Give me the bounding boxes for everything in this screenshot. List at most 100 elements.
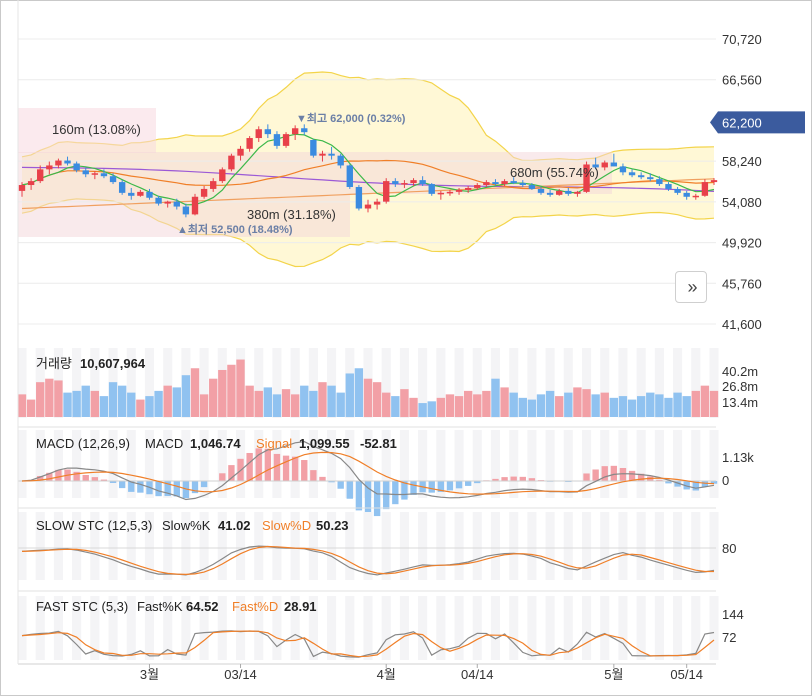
- candle-body: [219, 169, 226, 182]
- volume-bar: [646, 392, 655, 417]
- macd-osc-bar: [164, 481, 171, 497]
- ma120-line: [21, 178, 715, 210]
- panel-stripe: [545, 430, 555, 498]
- candle-body: [619, 166, 627, 173]
- panel-stripe: [581, 430, 592, 498]
- panel-stripe: [345, 596, 355, 660]
- period-box-160m: [18, 108, 156, 153]
- panel-stripe: [108, 430, 118, 498]
- volume-bar: [17, 394, 27, 417]
- volume-bar: [409, 397, 418, 417]
- panel-stripe: [545, 596, 555, 660]
- macd-osc-bar: [628, 470, 636, 481]
- panel-stripe: [545, 512, 555, 580]
- macd-osc-bar: [510, 476, 517, 481]
- panel-stripe: [181, 512, 191, 580]
- panel-stripe: [217, 596, 227, 660]
- fast-k-value: 64.52: [186, 599, 219, 614]
- macd-osc-bar: [228, 465, 235, 481]
- macd-osc-bar: [301, 460, 308, 481]
- panel-stripe: [144, 348, 155, 418]
- panel-stripe: [472, 596, 482, 660]
- candle-body: [255, 129, 262, 139]
- macd-osc-bar: [364, 481, 372, 516]
- panel-stripe: [381, 348, 391, 418]
- expand-button[interactable]: »: [675, 271, 707, 303]
- x-axis-label: 05/14: [670, 667, 703, 682]
- period-label-380m: 380m (31.18%): [247, 207, 336, 222]
- panel-stripe: [254, 348, 264, 418]
- panel-stripe: [454, 512, 464, 580]
- panel-stripe: [618, 430, 628, 498]
- volume-bar: [318, 382, 327, 417]
- candle-body: [373, 201, 381, 205]
- panel-stripe: [399, 348, 409, 418]
- volume-bar: [163, 385, 172, 417]
- candle-body: [701, 182, 709, 196]
- panel-stripe: [199, 512, 209, 580]
- panel-stripe: [290, 348, 300, 418]
- macd-osc-bar: [328, 481, 335, 483]
- panel-stripe: [709, 430, 719, 498]
- panel-stripe: [17, 430, 27, 498]
- panel-stripe: [308, 596, 318, 660]
- macd-osc-bar: [528, 478, 536, 481]
- volume-axis-label: 40.2m: [722, 364, 758, 379]
- panel-stripe: [308, 512, 318, 580]
- panel-stripe: [709, 596, 719, 660]
- candle-body: [328, 153, 335, 156]
- candle-body: [273, 134, 281, 146]
- fast-k-line: [21, 630, 715, 658]
- candle-body: [64, 160, 71, 164]
- candle-body: [583, 164, 590, 192]
- macd-osc-bar: [91, 477, 99, 481]
- volume-bar: [136, 399, 145, 417]
- panel-stripe: [673, 596, 683, 660]
- panel-stripe: [654, 430, 664, 498]
- panel-stripe: [381, 512, 391, 580]
- volume-bar: [300, 385, 309, 417]
- macd-osc-bar: [619, 468, 627, 481]
- panel-stripe: [418, 512, 428, 580]
- volume-bar: [454, 396, 464, 417]
- panel-stripe: [327, 430, 337, 498]
- panel-stripe: [399, 512, 409, 580]
- panel-stripe: [527, 348, 537, 418]
- slow-axis-label: 80: [722, 541, 736, 556]
- panel-stripe: [90, 430, 100, 498]
- macd-osc-bar: [474, 481, 481, 484]
- panel-stripe: [709, 512, 719, 580]
- macd-osc-bar: [73, 471, 80, 481]
- volume-bar: [573, 387, 582, 417]
- macd-osc-bar: [383, 481, 390, 510]
- panel-stripe: [17, 512, 27, 580]
- panel-stripe: [199, 596, 209, 660]
- macd-osc-bar: [665, 481, 672, 484]
- volume-bar: [309, 390, 318, 417]
- price-axis-label: 66,560: [722, 73, 762, 88]
- panel-stripe: [163, 348, 173, 418]
- panel-stripe: [654, 512, 664, 580]
- panel-stripe: [199, 348, 209, 418]
- x-axis-label: 03/14: [224, 667, 257, 682]
- panel-stripe: [53, 430, 63, 498]
- candle-body: [401, 183, 408, 185]
- candle-body: [556, 190, 563, 195]
- candle-body: [565, 190, 572, 194]
- x-axis-label: 4월: [377, 667, 396, 682]
- panel-stripe: [35, 430, 45, 498]
- panel-stripe: [691, 512, 701, 580]
- slow-k-label: Slow%K: [162, 518, 211, 533]
- macd-osc-bar: [82, 474, 89, 481]
- candle-body: [228, 155, 235, 170]
- panel-stripe: [436, 348, 446, 418]
- panel-stripe: [144, 512, 155, 580]
- slow-d-value: 50.23: [316, 518, 349, 533]
- volume-bar: [391, 396, 400, 417]
- panel-stripe: [53, 512, 63, 580]
- fast-stc-title: FAST STC (5,3): [36, 599, 128, 614]
- volume-bar: [281, 389, 291, 417]
- macd-osc-bar: [519, 476, 526, 481]
- candle-body: [109, 176, 117, 183]
- panel-stripe: [17, 348, 27, 418]
